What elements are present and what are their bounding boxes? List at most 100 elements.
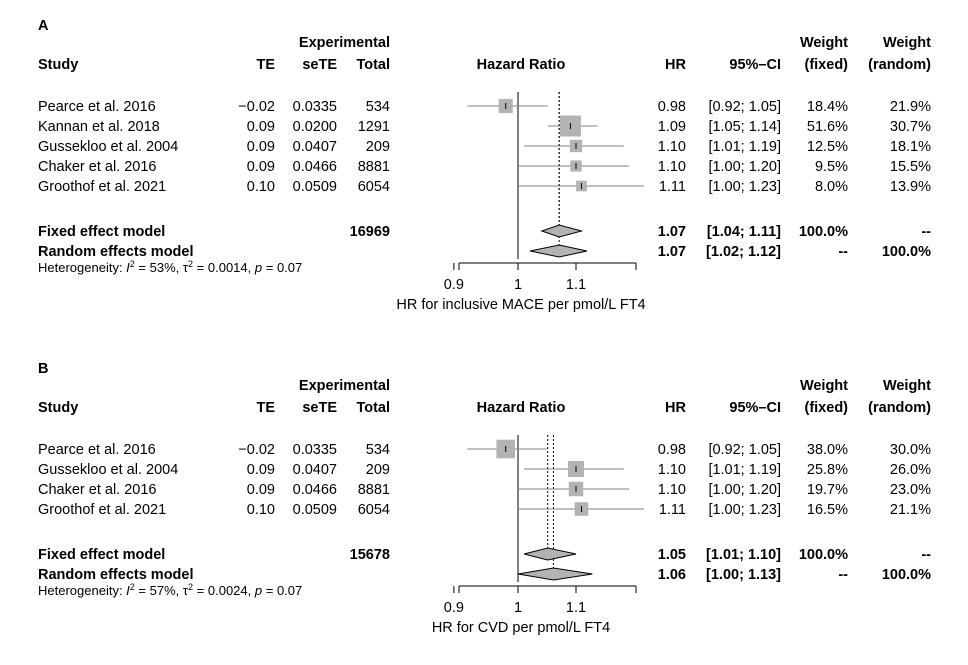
heterogeneity-i2: 53% [150,260,176,275]
study-weight-fixed: 16.5% [807,502,848,518]
fixed-model-total: 16969 [350,224,390,240]
study-name: Gussekloo et al. 2004 [38,462,178,478]
study-total: 6054 [358,179,390,195]
fixed-model-weight-fixed: 100.0% [799,224,848,240]
heterogeneity-symbol: I [126,583,130,598]
study-sete: 0.0466 [293,159,337,175]
study-te: −0.02 [238,99,275,115]
study-te: 0.09 [247,462,275,478]
heterogeneity-tau2: 0.0024 [208,583,248,598]
header-random: (random) [868,57,931,73]
header-ci: 95%–CI [729,400,781,416]
study-weight-fixed: 9.5% [815,159,848,175]
study-total: 209 [366,462,390,478]
heterogeneity-symbol: 2 [188,582,193,592]
header-hazard-ratio: Hazard Ratio [477,400,566,416]
study-total: 8881 [358,159,390,175]
study-ci: [1.01; 1.19] [708,139,781,155]
study-sete: 0.0509 [293,179,337,195]
random-model-ci: [1.02; 1.12] [706,244,781,260]
study-sete: 0.0407 [293,139,337,155]
study-total: 534 [366,99,390,115]
random-model-hr: 1.06 [658,567,686,583]
random-model-weight-fixed: -- [838,244,848,260]
fixed-model-weight-random: -- [921,224,931,240]
header-study: Study [38,400,78,416]
random-model-weight-random: 100.0% [882,244,931,260]
header-sete: seTE [302,400,337,416]
header-total: Total [356,57,390,73]
study-total: 534 [366,442,390,458]
fixed-model-weight-fixed: 100.0% [799,547,848,563]
header-te: TE [256,400,275,416]
header-experimental: Experimental [299,378,390,394]
header-weight-fixed: Weight [800,35,848,51]
header-hr: HR [665,57,686,73]
fixed-model-total: 15678 [350,547,390,563]
study-weight-random: 21.9% [890,99,931,115]
heterogeneity-symbol: 2 [130,259,135,269]
header-study: Study [38,57,78,73]
header-ci: 95%–CI [729,57,781,73]
random-model-diamond [529,244,588,258]
study-ci: [1.00; 1.20] [708,159,781,175]
header-fixed: (fixed) [805,400,849,416]
study-weight-random: 30.7% [890,119,931,135]
heterogeneity-symbol: 2 [130,582,135,592]
header-te: TE [256,57,275,73]
study-ci: [1.00; 1.23] [708,179,781,195]
study-weight-fixed: 18.4% [807,99,848,115]
study-hr: 1.10 [658,462,686,478]
panel-label: B [38,361,48,377]
random-model-ci: [1.00; 1.13] [706,567,781,583]
study-name: Gussekloo et al. 2004 [38,139,178,155]
study-name: Pearce et al. 2016 [38,442,156,458]
study-ci: [0.92; 1.05] [708,442,781,458]
fixed-model-label: Fixed effect model [38,224,165,240]
heterogeneity-i2: 57% [150,583,176,598]
random-model-hr: 1.07 [658,244,686,260]
x-tick-label: 1.1 [566,277,586,293]
study-sete: 0.0509 [293,502,337,518]
heterogeneity-p: 0.07 [277,583,302,598]
study-sete: 0.0200 [293,119,337,135]
study-ci: [1.01; 1.19] [708,462,781,478]
heterogeneity-tau2: 0.0014 [208,260,248,275]
study-name: Chaker et al. 2016 [38,482,157,498]
random-model-weight-fixed: -- [838,567,848,583]
fixed-model-hr: 1.05 [658,547,686,563]
x-tick-label: 0.9 [444,600,464,616]
heterogeneity-symbol: = [262,583,277,598]
heterogeneity-symbol: I [126,260,130,275]
study-total: 1291 [358,119,390,135]
study-te: 0.10 [247,502,275,518]
heterogeneity-text: Heterogeneity: I2 = 53%, τ2 = 0.0014, p … [38,259,302,275]
header-sete: seTE [302,57,337,73]
x-axis-label: HR for CVD per pmol/L FT4 [432,620,610,636]
study-hr: 0.98 [658,99,686,115]
header-hazard-ratio: Hazard Ratio [477,57,566,73]
study-ci: [1.00; 1.23] [708,502,781,518]
fixed-model-weight-random: -- [921,547,931,563]
panel-label: A [38,18,49,34]
x-tick-label: 1 [514,277,522,293]
fixed-model-diamond [523,547,577,561]
study-weight-random: 26.0% [890,462,931,478]
header-weight-fixed: Weight [800,378,848,394]
study-weight-fixed: 19.7% [807,482,848,498]
heterogeneity-prefix: Heterogeneity: [38,583,126,598]
heterogeneity-symbol: = [135,583,150,598]
random-model-label: Random effects model [38,567,194,583]
header-total: Total [356,400,390,416]
study-ci: [1.00; 1.20] [708,482,781,498]
study-weight-fixed: 12.5% [807,139,848,155]
random-model-label: Random effects model [38,244,194,260]
study-total: 6054 [358,502,390,518]
header-random: (random) [868,400,931,416]
heterogeneity-text: Heterogeneity: I2 = 57%, τ2 = 0.0024, p … [38,582,302,598]
header-experimental: Experimental [299,35,390,51]
study-te: 0.09 [247,159,275,175]
fixed-model-diamond [540,224,584,238]
heterogeneity-symbol: = [135,260,150,275]
